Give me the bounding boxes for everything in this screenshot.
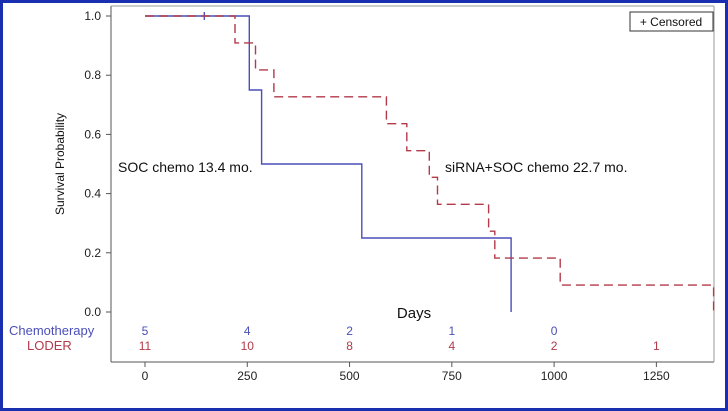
y-ticks: 0.0 0.2 0.4 0.6 0.8 1.0 bbox=[84, 9, 111, 319]
x-tick-label: 250 bbox=[237, 369, 257, 383]
risk-value: 0 bbox=[551, 324, 558, 338]
risk-row-label-chemotherapy: Chemotherapy bbox=[9, 323, 95, 338]
risk-value: 10 bbox=[241, 339, 255, 353]
legend-censored-label: + Censored bbox=[640, 15, 702, 29]
x-ticks: 0 250 500 750 1000 1250 bbox=[142, 362, 670, 383]
x-tick-label: 1250 bbox=[643, 369, 670, 383]
series-layer bbox=[145, 12, 715, 312]
y-tick-label: 0.0 bbox=[84, 305, 101, 319]
legend-box bbox=[629, 11, 714, 32]
chemo-median-annotation: SOC chemo 13.4 mo. bbox=[118, 159, 253, 175]
risk-value: 2 bbox=[346, 324, 353, 338]
risk-value: 4 bbox=[448, 339, 455, 353]
y-tick-label: 0.6 bbox=[84, 127, 101, 141]
risk-value: 1 bbox=[653, 339, 660, 353]
x-axis-label: Days bbox=[397, 305, 431, 322]
y-tick-label: 0.4 bbox=[84, 187, 101, 201]
risk-row-label-loder: LODER bbox=[27, 338, 72, 353]
x-tick-label: 750 bbox=[442, 369, 462, 383]
risk-value: 4 bbox=[244, 324, 251, 338]
y-tick-label: 1.0 bbox=[84, 9, 101, 23]
loder-median-annotation: siRNA+SOC chemo 22.7 mo. bbox=[445, 159, 627, 175]
chemo-survival-curve bbox=[145, 15, 512, 312]
y-axis-label: Survival Probability bbox=[53, 113, 67, 215]
y-tick-label: 0.8 bbox=[84, 68, 101, 82]
risk-value: 1 bbox=[448, 324, 455, 338]
risk-value: 2 bbox=[551, 339, 558, 353]
risk-value: 11 bbox=[139, 339, 152, 353]
loder-survival-curve bbox=[145, 15, 715, 312]
x-tick-label: 500 bbox=[340, 369, 360, 383]
risk-value: 8 bbox=[346, 339, 353, 353]
x-tick-label: 0 bbox=[142, 369, 149, 383]
x-tick-label: 1000 bbox=[541, 369, 568, 383]
risk-value: 5 bbox=[142, 324, 149, 338]
risk-values: 5 4 2 1 011 10 8 4 2 1 bbox=[139, 324, 660, 353]
y-tick-label: 0.2 bbox=[84, 246, 101, 260]
